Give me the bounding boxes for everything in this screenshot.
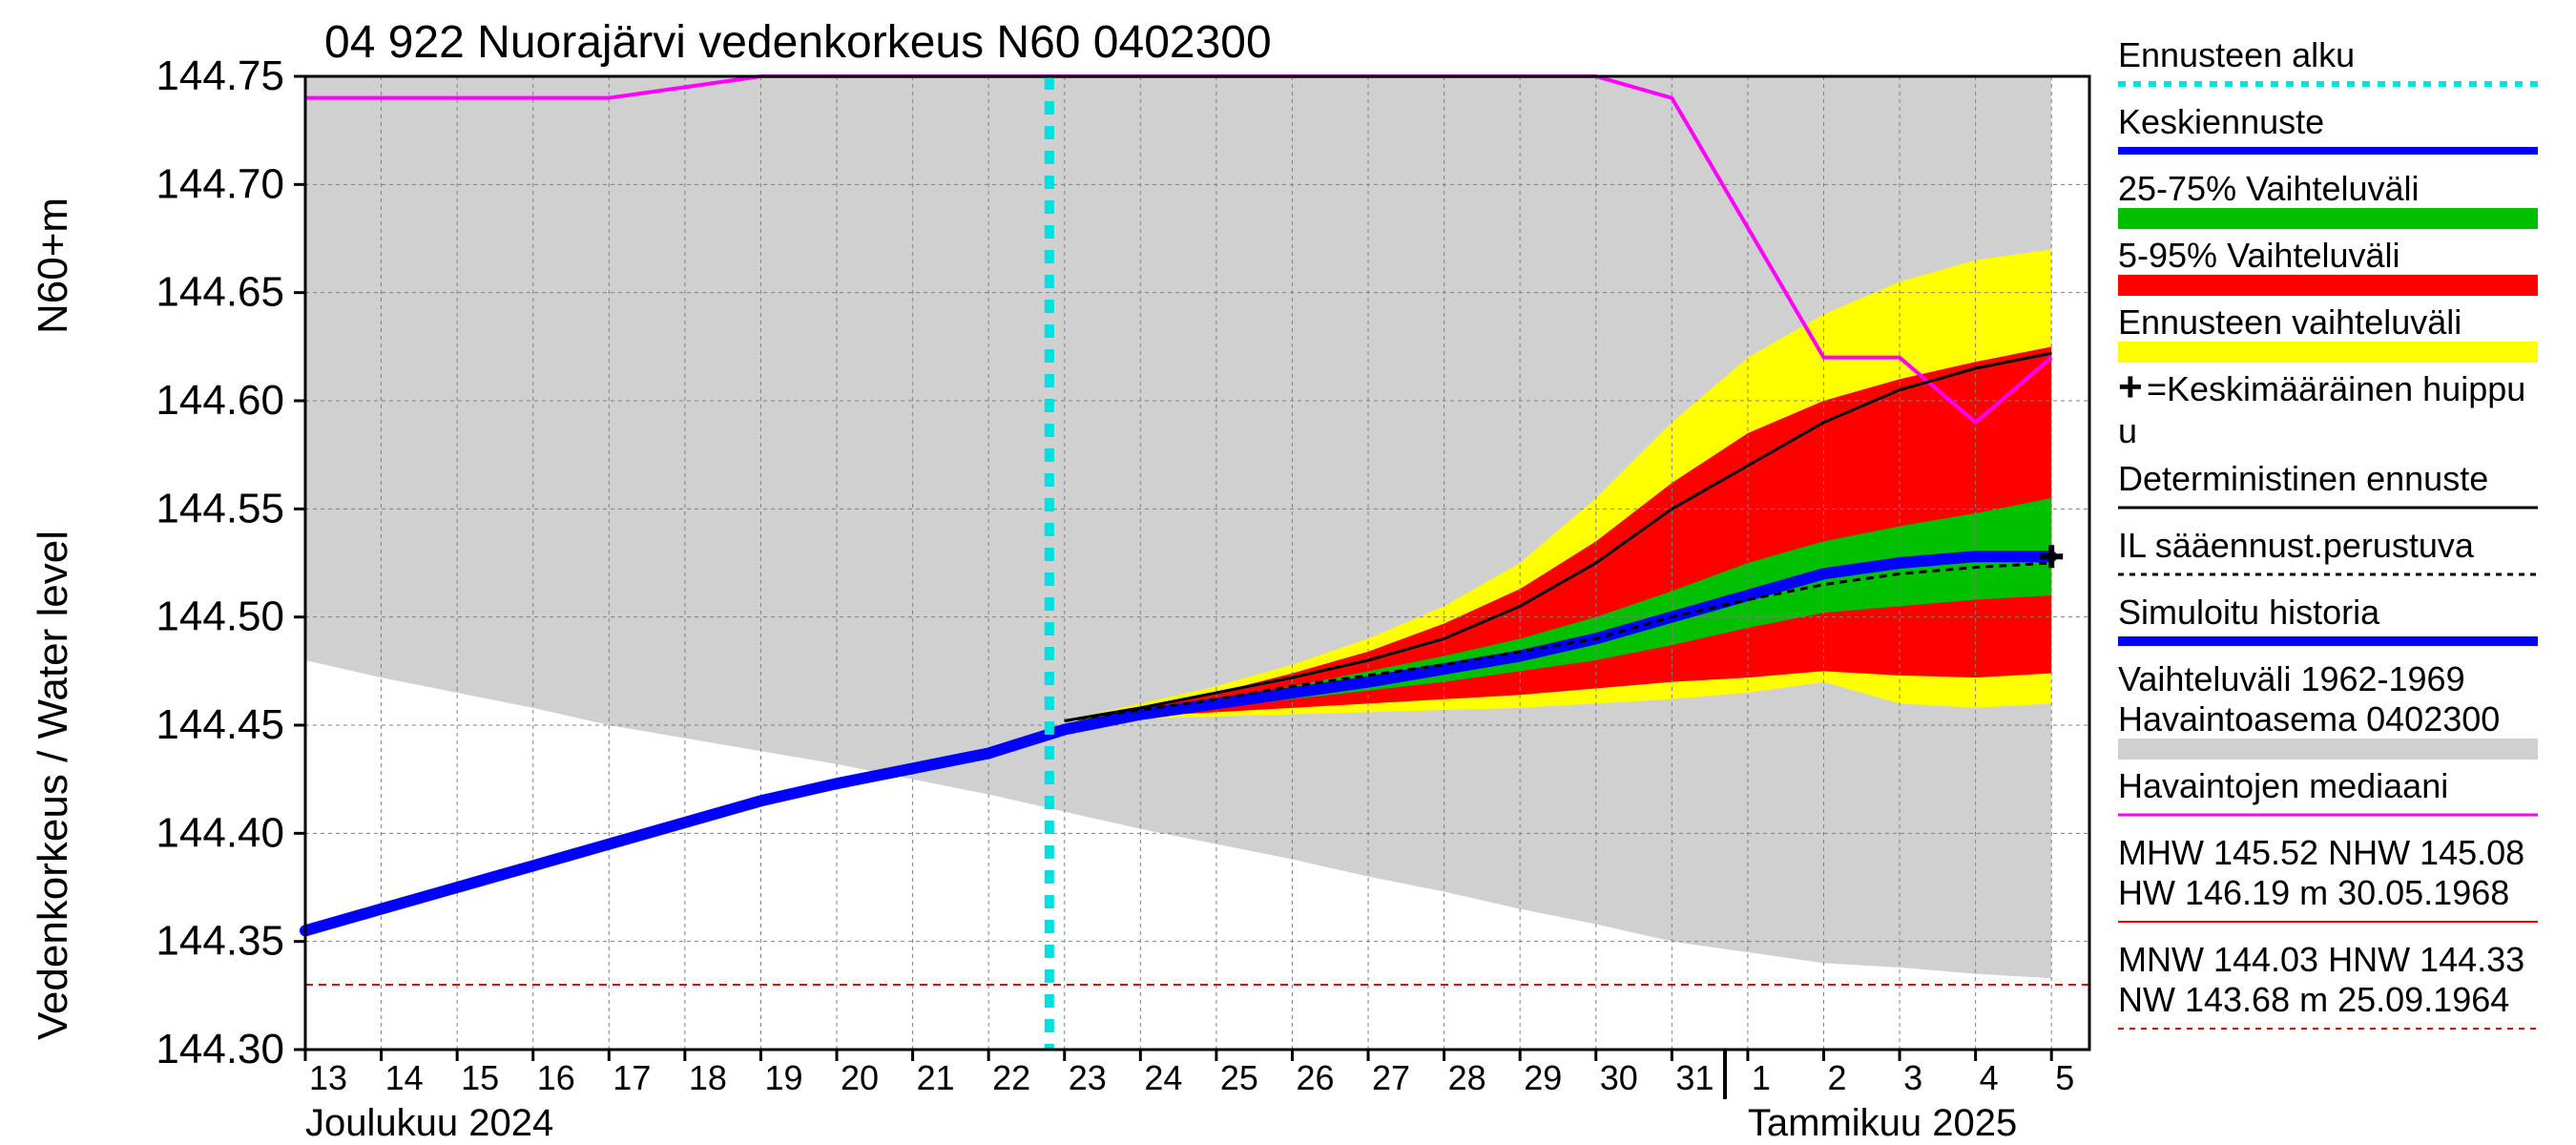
svg-text:19: 19 (764, 1058, 802, 1097)
legend-label: Deterministinen ennuste (2118, 459, 2488, 498)
legend-label: IL sääennust.perustuva (2118, 526, 2475, 565)
svg-text:144.35: 144.35 (156, 918, 284, 965)
svg-text:28: 28 (1448, 1058, 1486, 1097)
chart-svg: 144.30 144.35 144.40 144.45 144.50 144.55 144.… (0, 0, 2576, 1145)
svg-text:24: 24 (1144, 1058, 1182, 1097)
svg-text:13: 13 (309, 1058, 347, 1097)
x-month2-fi: Tammikuu 2025 (1748, 1102, 2017, 1144)
svg-text:144.75: 144.75 (156, 52, 284, 99)
svg-text:29: 29 (1524, 1058, 1562, 1097)
chart-container: 144.30 144.35 144.40 144.45 144.50 144.55 144.… (0, 0, 2576, 1145)
legend-label: Havaintojen mediaani (2118, 766, 2448, 805)
svg-text:20: 20 (841, 1058, 879, 1097)
y-label-fi: Vedenkorkeus / Water level (30, 531, 76, 1040)
legend-label: MNW 144.03 HNW 144.33 (2118, 940, 2524, 979)
legend-label: Ennusteen alku (2118, 35, 2355, 74)
svg-text:27: 27 (1372, 1058, 1410, 1097)
svg-text:1: 1 (1752, 1058, 1771, 1097)
svg-text:144.65: 144.65 (156, 269, 284, 316)
svg-text:144.45: 144.45 (156, 701, 284, 748)
svg-text:31: 31 (1675, 1058, 1714, 1097)
chart-title: 04 922 Nuorajärvi vedenkorkeus N60 04023… (324, 17, 1272, 68)
svg-text:16: 16 (537, 1058, 575, 1097)
legend-label: HW 146.19 m 30.05.1968 (2118, 873, 2509, 912)
svg-text:25: 25 (1220, 1058, 1258, 1097)
svg-text:144.55: 144.55 (156, 485, 284, 531)
svg-text:23: 23 (1069, 1058, 1107, 1097)
svg-text:144.30: 144.30 (156, 1026, 284, 1072)
legend-label: MHW 145.52 NHW 145.08 (2118, 833, 2524, 872)
legend-label: 5-95% Vaihteluväli (2118, 236, 2400, 275)
svg-text:4: 4 (1980, 1058, 1999, 1097)
legend-label: Ennusteen vaihteluväli (2118, 302, 2462, 342)
svg-text:22: 22 (992, 1058, 1030, 1097)
legend-prefix: + (2118, 364, 2143, 410)
svg-text:30: 30 (1600, 1058, 1638, 1097)
legend-label: Keskiennuste (2118, 102, 2324, 141)
svg-text:5: 5 (2055, 1058, 2074, 1097)
svg-text:144.60: 144.60 (156, 377, 284, 424)
svg-text:15: 15 (461, 1058, 499, 1097)
x-month-fi: Joulukuu 2024 (305, 1102, 553, 1144)
y-label-unit: N60+m (30, 198, 76, 334)
legend-label: Vaihteluväli 1962-1969 (2118, 659, 2465, 698)
svg-text:144.50: 144.50 (156, 593, 284, 640)
svg-text:17: 17 (613, 1058, 651, 1097)
legend-label-cont: u (2118, 411, 2137, 450)
legend-label: Simuloitu historia (2118, 593, 2380, 632)
svg-text:144.70: 144.70 (156, 160, 284, 207)
legend-label: =Keskimääräinen huippu (2147, 369, 2525, 408)
svg-text:2: 2 (1827, 1058, 1846, 1097)
svg-text:14: 14 (385, 1058, 424, 1097)
svg-text:3: 3 (1903, 1058, 1922, 1097)
svg-text:26: 26 (1296, 1058, 1334, 1097)
svg-text:18: 18 (689, 1058, 727, 1097)
legend-label: 25-75% Vaihteluväli (2118, 169, 2420, 208)
svg-text:144.40: 144.40 (156, 809, 284, 856)
legend-label: NW 143.68 m 25.09.1964 (2118, 980, 2509, 1019)
legend-label: Havaintoasema 0402300 (2118, 699, 2500, 739)
svg-text:21: 21 (917, 1058, 955, 1097)
